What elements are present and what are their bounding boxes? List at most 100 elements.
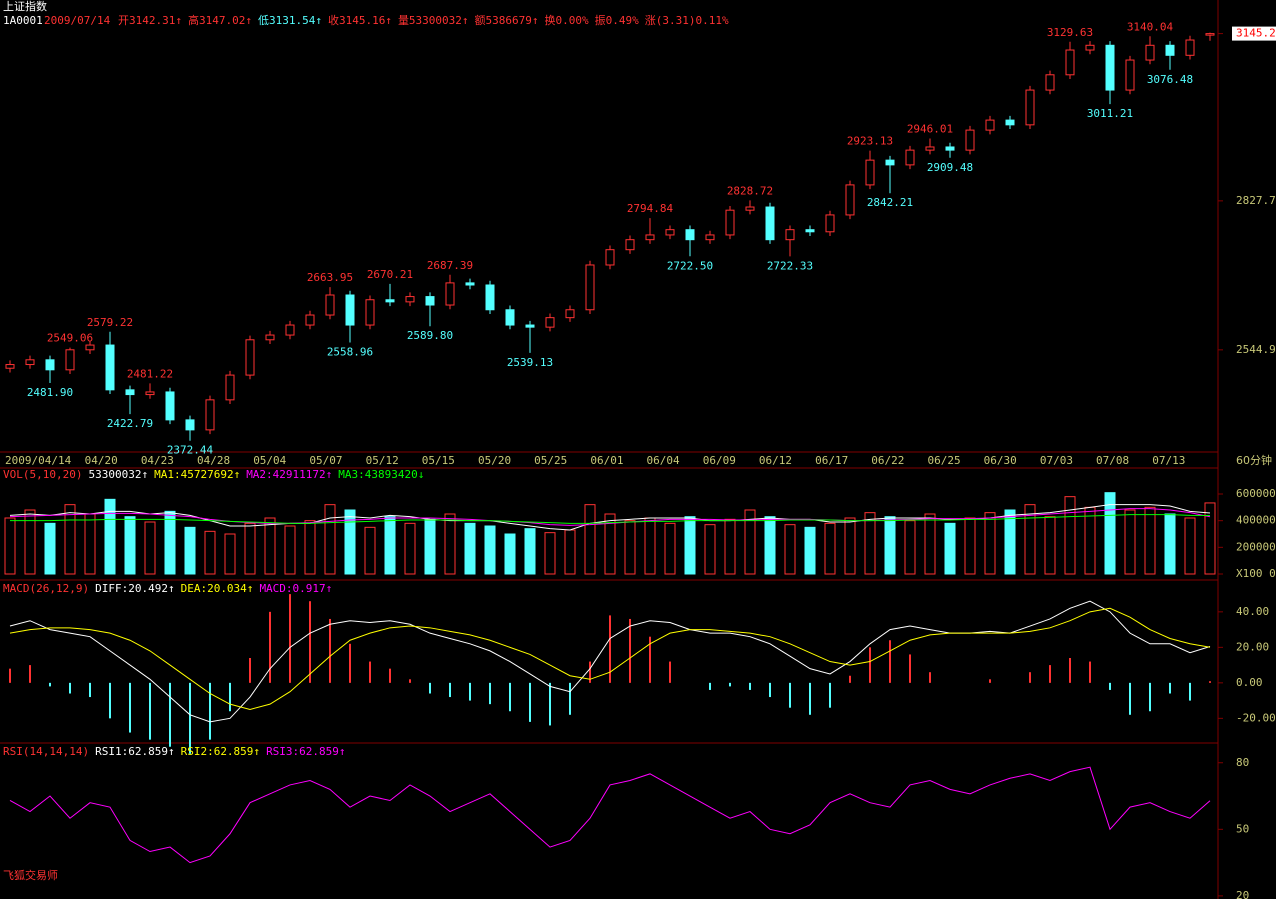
volume-bar <box>344 509 356 575</box>
quote-field: 振0.49% <box>595 13 639 27</box>
volume-bar <box>144 521 156 575</box>
high-label: 2481.22 <box>127 367 173 380</box>
footer: 飞狐交易师 <box>3 868 58 882</box>
candle-body <box>845 184 855 216</box>
price-tag-box <box>1232 26 1276 41</box>
quote-date: 2009/07/14 <box>44 14 111 27</box>
x-tick-label: 06/09 <box>703 454 736 467</box>
x-tick-label: 05/20 <box>478 454 511 467</box>
volume-bar <box>424 518 436 575</box>
volume-bar <box>264 517 276 575</box>
high-label: 2579.22 <box>87 316 133 329</box>
candle-body <box>345 294 355 326</box>
high-label: 2670.21 <box>367 268 413 281</box>
candle-body <box>565 309 575 319</box>
legend-item: MA3:43893420↓ <box>338 468 424 481</box>
volume-bar <box>1204 502 1216 575</box>
high-label: 2687.39 <box>427 259 473 272</box>
candle-body <box>145 391 155 396</box>
volume-bar <box>444 513 456 575</box>
candle-body <box>45 359 55 371</box>
volume-bar <box>1084 506 1096 575</box>
legend-item: DEA:20.034↑ <box>181 582 254 595</box>
volume-bar <box>524 528 536 575</box>
y-tick-label: 20 <box>1236 889 1249 899</box>
volume-bar <box>864 512 876 575</box>
x-tick-label: 05/07 <box>309 454 342 467</box>
candle-body <box>1065 49 1075 76</box>
panel-title: RSI(14,14,14) <box>3 745 89 758</box>
legend-item: 53300032↑ <box>88 468 148 481</box>
candle-body <box>1125 59 1135 91</box>
low-label: 3076.48 <box>1147 73 1193 86</box>
candle-body <box>445 282 455 306</box>
volume-bar <box>124 516 136 575</box>
candle-body <box>85 344 95 351</box>
volume-bar <box>544 532 556 575</box>
period-label: 60分钟 <box>1236 453 1272 467</box>
candle-body <box>1145 44 1155 61</box>
candle-body <box>1165 44 1175 56</box>
legend-item: RSI2:62.859↑ <box>181 745 260 758</box>
quote-field: 开3142.31↑ <box>118 14 182 27</box>
candle-body <box>305 314 315 326</box>
panel-title: VOL(5,10,20) <box>3 468 82 481</box>
candle-body <box>1205 33 1215 36</box>
quote-field: 涨(3.31)0.11% <box>645 14 729 27</box>
volume-bar <box>604 513 616 575</box>
x-tick-label: 04/23 <box>141 454 174 467</box>
candle-body <box>465 282 475 286</box>
x-tick-label: 2009/04/14 <box>5 454 72 467</box>
candle-body <box>985 119 995 131</box>
candle-body <box>785 229 795 241</box>
ma-line <box>10 514 1211 524</box>
y-tick-label: 2544.9 <box>1236 343 1276 356</box>
low-label: 3011.21 <box>1087 107 1133 120</box>
volume-bar <box>664 522 676 575</box>
low-label: 2722.33 <box>767 259 813 272</box>
volume-bar <box>1024 504 1036 575</box>
volume-bar <box>564 529 576 575</box>
x-tick-label: 07/08 <box>1096 454 1129 467</box>
quote-field: 换0.00% <box>545 13 589 27</box>
candle-body <box>765 206 775 241</box>
volume-bar <box>1144 506 1156 575</box>
candle-body <box>225 374 235 401</box>
candle-body <box>205 399 215 431</box>
volume-bar <box>784 524 796 575</box>
volume-bar <box>984 512 996 575</box>
candle-body <box>5 364 15 369</box>
candle-body <box>1085 44 1095 51</box>
legend-item: RSI3:62.859↑ <box>266 745 345 758</box>
legend-item: RSI1:62.859↑ <box>95 745 174 758</box>
candle-body <box>165 391 175 421</box>
x-tick-label: 06/22 <box>871 454 904 467</box>
low-label: 2422.79 <box>107 417 153 430</box>
volume-bar <box>1164 513 1176 575</box>
volume-bar <box>4 517 16 575</box>
volume-bar <box>204 530 216 575</box>
volume-bar <box>924 513 936 575</box>
volume-bar <box>584 504 596 575</box>
volume-bar <box>464 522 476 575</box>
volume-bar <box>744 509 756 575</box>
x-tick-label: 06/17 <box>815 454 848 467</box>
volume-bar <box>1064 496 1076 575</box>
candle-body <box>25 359 35 366</box>
legend-item: DIFF:20.492↑ <box>95 582 174 595</box>
volume-bar <box>324 504 336 575</box>
volume-bar <box>364 526 376 575</box>
y-tick-label: 50 <box>1236 822 1249 835</box>
x-tick-label: 04/20 <box>85 454 118 467</box>
candle-body <box>745 206 755 211</box>
volume-bar <box>224 533 236 575</box>
candle-body <box>885 159 895 166</box>
x-tick-label: 06/25 <box>927 454 960 467</box>
candle-body <box>645 234 655 241</box>
volume-bar <box>764 516 776 575</box>
volume-bar <box>404 522 416 575</box>
candle-body <box>825 214 835 233</box>
y-tick-label: 600000 <box>1236 487 1276 500</box>
high-label: 2794.84 <box>627 202 674 215</box>
